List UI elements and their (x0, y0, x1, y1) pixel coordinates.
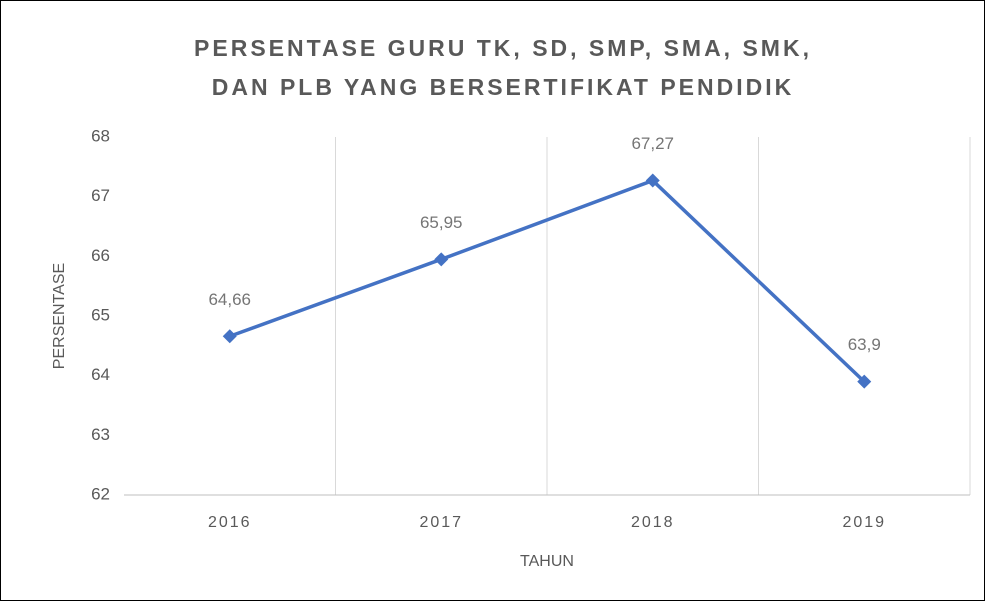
y-tick-label: 62 (91, 484, 110, 503)
x-tick-label: 2016 (208, 514, 252, 531)
y-tick-label: 65 (91, 305, 110, 324)
data-label: 64,66 (208, 290, 251, 309)
data-label: 63,9 (848, 335, 881, 354)
x-tick-label: 2017 (419, 514, 463, 531)
x-axis-label: TAHUN (520, 553, 574, 570)
chart-title: DAN PLB YANG BERSERTIFIKAT PENDIDIK (212, 74, 795, 100)
marker (645, 173, 660, 188)
y-tick-label: 67 (91, 186, 110, 205)
x-tick-label: 2019 (842, 514, 886, 531)
line (229, 178, 866, 383)
x-tick-label: 2018 (631, 514, 675, 531)
marker (857, 374, 872, 389)
data-label: 67,27 (631, 134, 674, 153)
data-label: 65,95 (420, 213, 463, 232)
y-tick-label: 64 (91, 365, 110, 384)
y-axis-label: PERSENTASE (51, 263, 68, 369)
y-tick-label: 66 (91, 246, 110, 265)
y-tick-label: 63 (91, 425, 110, 444)
y-tick-label: 68 (91, 126, 110, 145)
marker (222, 329, 237, 344)
chart-title: PERSENTASE GURU TK, SD, SMP, SMA, SMK, (194, 35, 812, 61)
marker (434, 252, 449, 267)
